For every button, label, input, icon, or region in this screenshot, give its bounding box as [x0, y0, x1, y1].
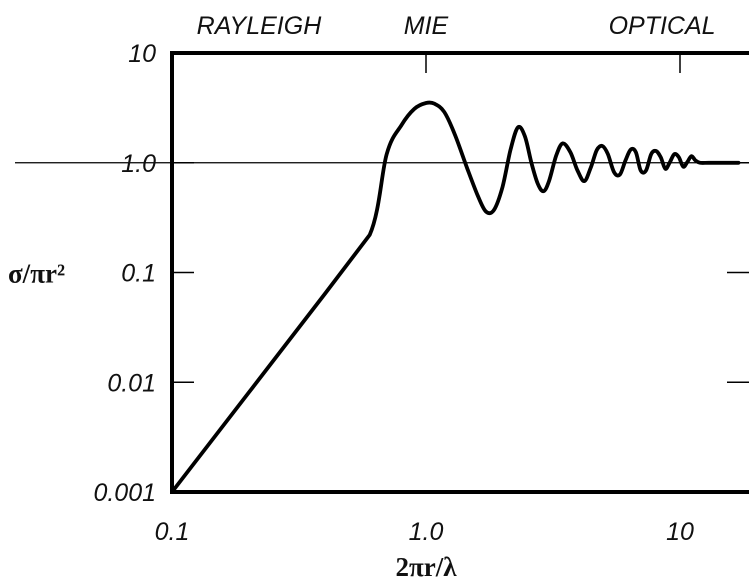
regime-label: OPTICAL [609, 12, 716, 40]
regime-labels: RAYLEIGH MIE OPTICAL [197, 12, 716, 40]
regime-label: MIE [404, 12, 449, 40]
y-tick-label: 10 [128, 40, 156, 68]
y-axis-label: σ/πr² [8, 259, 65, 289]
y-tick-label: 0.1 [121, 260, 156, 288]
y-tick-label: 1.0 [121, 150, 156, 178]
axis-ticks [172, 53, 749, 383]
regime-label: RAYLEIGH [197, 12, 323, 40]
tick-labels: 10 1.0 0.1 0.01 0.001 0.1 1.0 10 [93, 40, 694, 546]
plot-frame [170, 51, 749, 494]
x-tick-label: 0.1 [155, 518, 190, 546]
x-tick-label: 1.0 [409, 518, 444, 546]
series-line [170, 100, 741, 494]
y-tick-label: 0.001 [93, 479, 156, 507]
x-axis-label: 2πr/λ [395, 552, 457, 581]
x-tick-label: 10 [666, 518, 694, 546]
y-tick-label: 0.01 [107, 369, 156, 397]
